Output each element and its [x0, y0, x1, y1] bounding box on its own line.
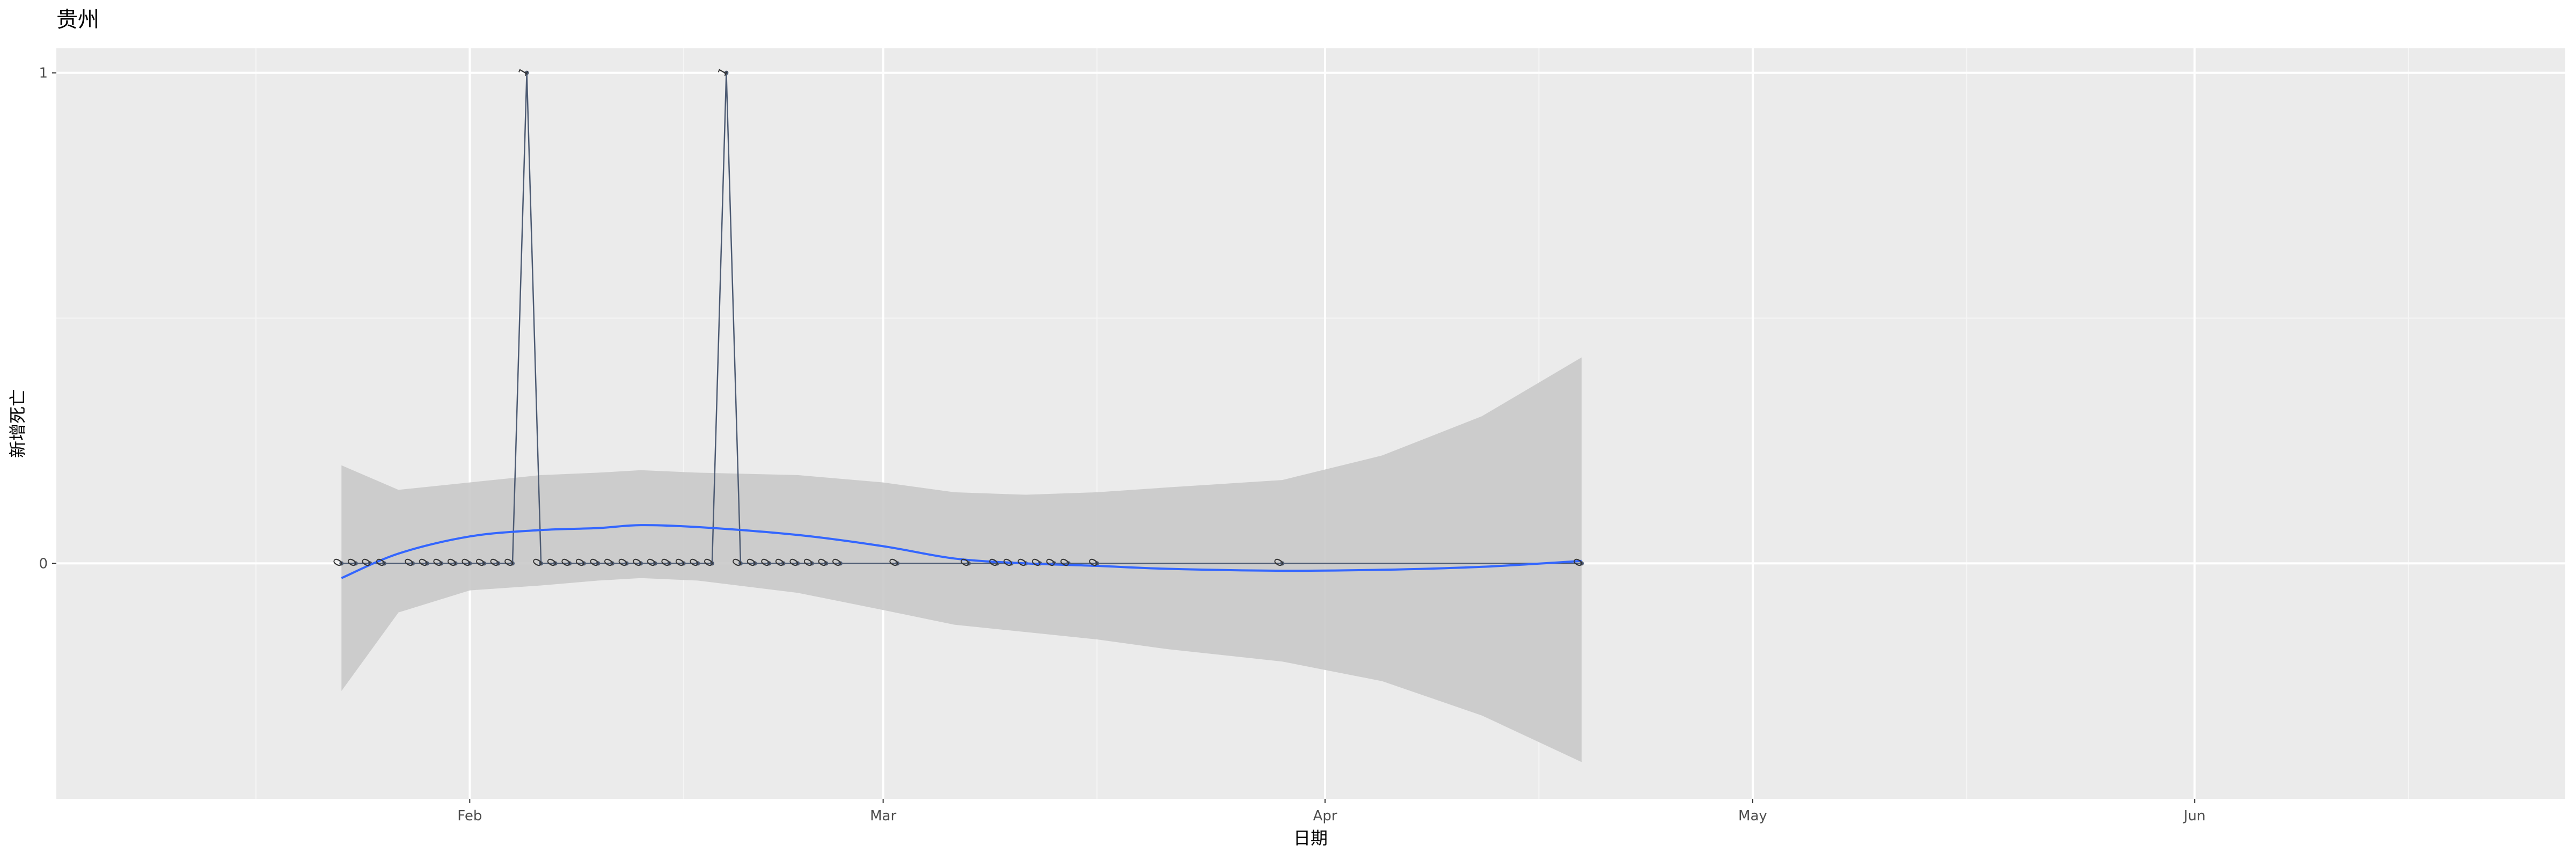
x-axis: Feb Mar Apr May Jun	[457, 799, 2206, 824]
x-tick-label: May	[1738, 808, 1767, 824]
y-axis: 01	[39, 65, 56, 572]
observed-point	[453, 561, 458, 566]
observed-point	[610, 561, 614, 566]
observed-point	[339, 561, 344, 566]
observed-point	[510, 561, 515, 566]
observed-point	[724, 70, 729, 75]
observed-line	[341, 72, 1582, 564]
observed-point	[1280, 561, 1285, 566]
observed-point	[795, 561, 800, 566]
observed-point	[539, 561, 544, 566]
observed-point	[809, 561, 814, 566]
observed-point	[781, 561, 786, 566]
observed-point	[967, 561, 971, 566]
observed-point	[553, 561, 558, 566]
observed-point	[411, 561, 415, 566]
observed-point	[1095, 561, 1100, 566]
x-tick-label: Jun	[2183, 808, 2206, 824]
observed-point	[524, 70, 529, 75]
observed-point	[681, 561, 686, 566]
plot-panel	[56, 48, 2565, 799]
observed-point	[767, 561, 772, 566]
observed-point	[709, 561, 714, 566]
observed-point	[581, 561, 586, 566]
x-tick-label: Mar	[870, 808, 896, 824]
observed-point	[1579, 561, 1584, 566]
observed-point	[382, 561, 386, 566]
x-axis-label: 日期	[1293, 828, 1328, 848]
observed-point	[752, 561, 757, 566]
y-tick-label: 0	[39, 556, 48, 572]
observed-point	[653, 561, 657, 566]
observed-point	[481, 561, 486, 566]
smooth-trend-line	[341, 524, 1582, 579]
observed-point	[667, 561, 672, 566]
x-tick-label: Apr	[1313, 808, 1337, 824]
observed-point	[496, 561, 501, 566]
observed-point	[353, 561, 358, 566]
observed-point	[738, 561, 743, 566]
observed-point	[596, 561, 601, 566]
observed-point	[696, 561, 700, 566]
observed-point	[838, 561, 843, 566]
observed-point	[567, 561, 572, 566]
observed-point	[439, 561, 444, 566]
observed-point	[895, 561, 900, 566]
y-tick-label: 1	[39, 65, 48, 82]
y-axis-label: 新增死亡	[8, 389, 28, 458]
smooth-trend-series	[341, 524, 1582, 579]
minor-gridlines	[56, 48, 2565, 799]
x-tick-label: Feb	[457, 808, 482, 824]
observed-point	[624, 561, 629, 566]
observed-point	[824, 561, 829, 566]
observed-point	[425, 561, 429, 566]
observed-point	[467, 561, 472, 566]
chart-title: 贵州	[56, 8, 99, 32]
observed-point	[639, 561, 643, 566]
